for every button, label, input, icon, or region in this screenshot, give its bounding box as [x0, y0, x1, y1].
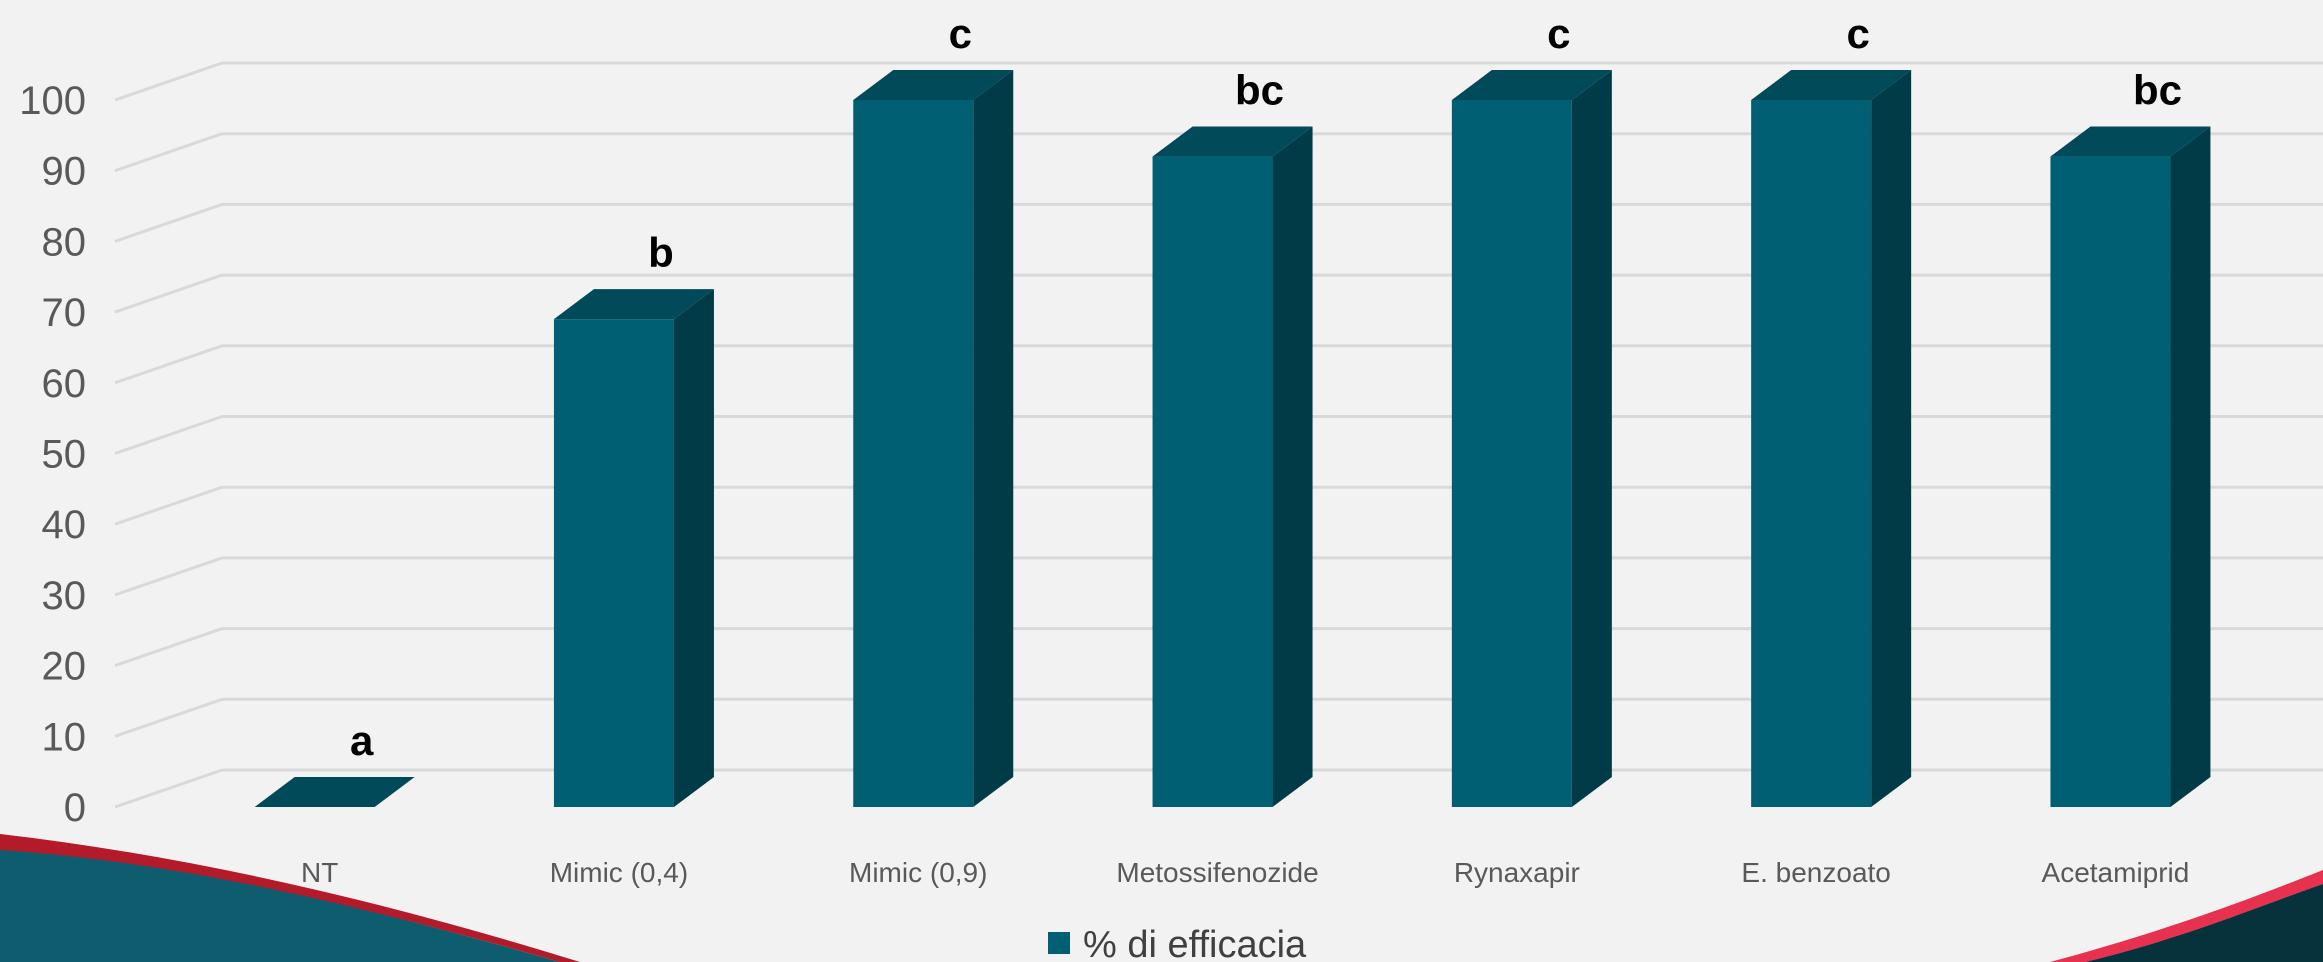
significance-letter: bc	[1235, 67, 1284, 114]
bar-top	[2050, 126, 2211, 157]
bar-top	[853, 70, 1014, 100]
bar-top	[1751, 70, 1912, 100]
bar-side	[1272, 126, 1313, 807]
bar-top	[1152, 126, 1313, 157]
bar	[553, 289, 714, 807]
gridline-diagonal	[114, 202, 223, 243]
legend-swatch	[1048, 932, 1070, 954]
significance-letter: a	[350, 717, 374, 764]
bar	[1451, 70, 1612, 807]
significance-letter: b	[648, 229, 674, 276]
x-category-label: Metossifenozide	[1116, 857, 1318, 888]
decorative-waves	[0, 834, 2323, 962]
gridline-diagonal	[114, 768, 223, 809]
x-category-label: E. benzoato	[1741, 857, 1890, 888]
y-tick-label: 60	[42, 362, 87, 406]
gridline-diagonal	[114, 273, 223, 314]
significance-letter: c	[1547, 10, 1570, 57]
significance-letter: bc	[2133, 67, 2182, 114]
y-tick-label: 80	[42, 220, 87, 264]
bar-front	[1152, 156, 1273, 807]
legend-label: % di efficacia	[1083, 924, 1307, 962]
gridline-diagonal	[114, 61, 223, 102]
gridline-diagonal	[114, 627, 223, 668]
gridline-diagonal	[114, 132, 223, 173]
bar-top	[553, 289, 714, 320]
bar	[1152, 126, 1313, 807]
x-category-label: NT	[301, 857, 338, 888]
y-tick-label: 10	[42, 715, 87, 759]
x-axis-categories: NT Mimic (0,4) Mimic (0,9) Metossifenozide R…	[301, 857, 2189, 888]
bar-front	[2050, 156, 2171, 807]
y-tick-label: 0	[64, 786, 86, 830]
y-axis-ticks: 0 10 20 30 40 50 60 70 80 90 100	[19, 79, 86, 830]
bar-front	[1451, 100, 1572, 807]
gridline-diagonal	[114, 556, 223, 597]
bar-side	[1571, 70, 1612, 807]
bar-side	[673, 289, 714, 807]
y-tick-label: 30	[42, 574, 87, 618]
x-category-label: Mimic (0,4)	[550, 857, 688, 888]
y-tick-label: 90	[42, 150, 87, 194]
bar-side	[2170, 126, 2211, 807]
gridline-diagonal	[114, 344, 223, 385]
bar	[1751, 70, 1912, 807]
bar	[853, 70, 1014, 807]
significance-letter: c	[949, 10, 972, 57]
bar	[2050, 126, 2211, 807]
y-tick-label: 100	[19, 79, 86, 123]
legend: % di efficacia	[1048, 924, 1307, 962]
gridline-diagonal	[114, 697, 223, 738]
bar-top	[254, 777, 415, 807]
bar-front	[1751, 100, 1872, 807]
y-tick-label: 50	[42, 433, 87, 477]
significance-letter: c	[1846, 10, 1869, 57]
x-category-label: Mimic (0,9)	[849, 857, 987, 888]
y-tick-label: 20	[42, 645, 87, 689]
decorative-wave-left-stripe	[0, 834, 580, 962]
y-tick-label: 70	[42, 291, 87, 335]
y-tick-label: 40	[42, 503, 87, 547]
bar-side	[1871, 70, 1912, 807]
bar	[254, 777, 415, 807]
bar-top	[1451, 70, 1612, 100]
bar-front	[553, 319, 674, 807]
x-category-label: Acetamiprid	[2042, 857, 2190, 888]
x-category-label: Rynaxapir	[1454, 857, 1580, 888]
decorative-wave-right	[2085, 884, 2323, 962]
bars	[254, 70, 2211, 807]
bar-side	[973, 70, 1014, 807]
gridline-diagonal	[114, 415, 223, 455]
bar-front	[853, 100, 974, 807]
decorative-wave-left	[0, 838, 560, 962]
gridline-diagonal	[114, 485, 223, 526]
